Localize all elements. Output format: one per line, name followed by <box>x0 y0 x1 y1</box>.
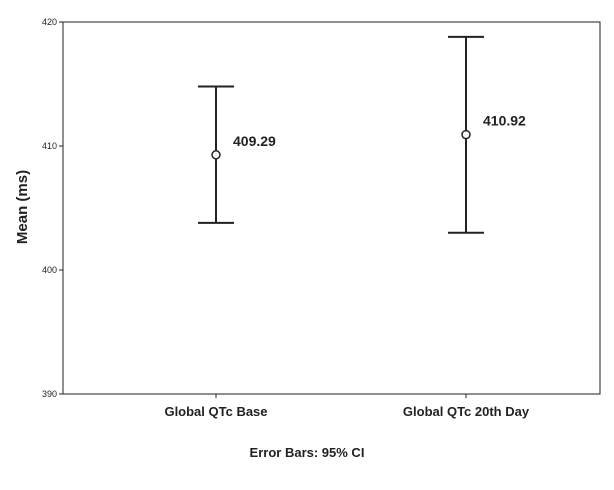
x-category-label-1: Global QTc 20th Day <box>403 404 530 419</box>
error-bars: 409.29 410.92 <box>198 35 526 234</box>
y-tick-label-2: 410 <box>42 141 57 151</box>
y-axis-label: Mean (ms) <box>14 170 31 244</box>
mean-point-1 <box>461 129 471 140</box>
y-tick-label-0: 390 <box>42 389 57 399</box>
x-axis-category-labels: Global QTc Base Global QTc 20th Day <box>164 394 530 419</box>
mean-data-label-0: 409.29 <box>233 133 276 149</box>
plot-frame <box>62 21 601 395</box>
mean-point-0 <box>211 150 221 160</box>
y-tick-label-3: 420 <box>42 17 57 27</box>
footnote: Error Bars: 95% CI <box>250 445 365 460</box>
y-axis-ticks: 390 400 410 420 <box>42 17 63 399</box>
mean-data-label-1: 410.92 <box>483 113 526 129</box>
x-category-label-0: Global QTc Base <box>164 404 267 419</box>
y-tick-label-1: 400 <box>42 265 57 275</box>
